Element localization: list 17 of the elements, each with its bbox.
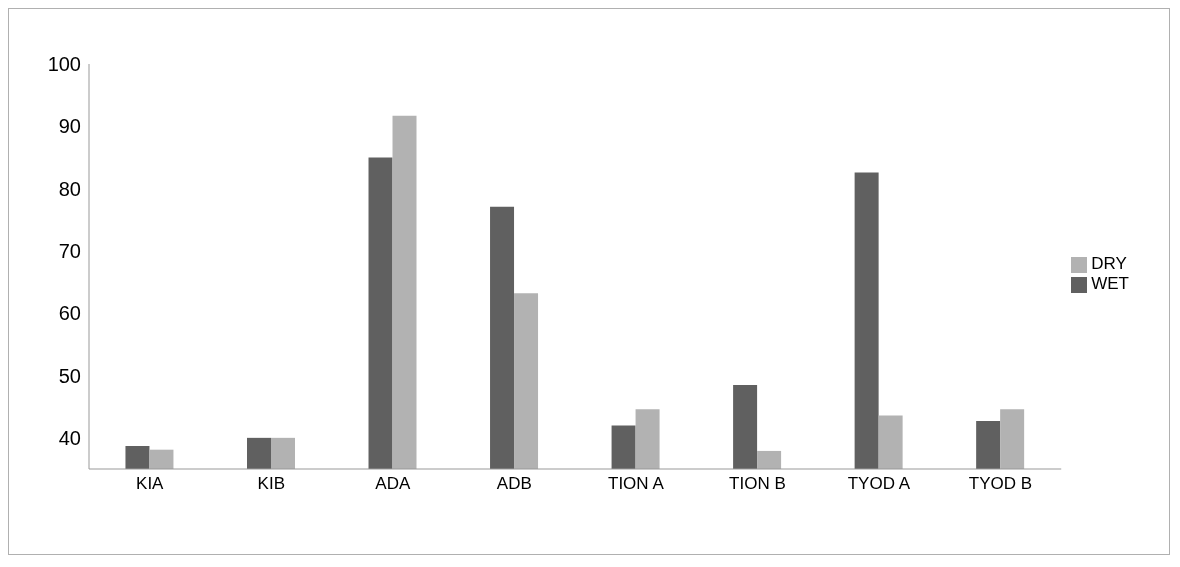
legend-label: DRY [1091, 254, 1127, 273]
y-tick-label: 60 [58, 302, 81, 325]
y-tick-label: 80 [58, 177, 81, 200]
y-tick-label: 100 [47, 53, 81, 76]
y-tick-label: 50 [58, 364, 81, 387]
x-tick-label: TYOD A [847, 474, 911, 494]
x-tick-label: TYOD B [968, 474, 1033, 494]
x-tick-label: TION A [608, 474, 665, 494]
y-tick-label: 70 [58, 240, 81, 263]
x-tick-label: TION B [729, 474, 786, 494]
y-tick-label: 40 [58, 426, 81, 449]
x-tick-label: ADA [375, 474, 411, 494]
y-tick-label: 90 [58, 115, 81, 138]
x-tick-label: KIB [257, 474, 285, 494]
legend-label: WET [1091, 274, 1129, 293]
x-tick-label: ADB [496, 474, 532, 494]
x-tick-label: KIA [136, 474, 165, 494]
